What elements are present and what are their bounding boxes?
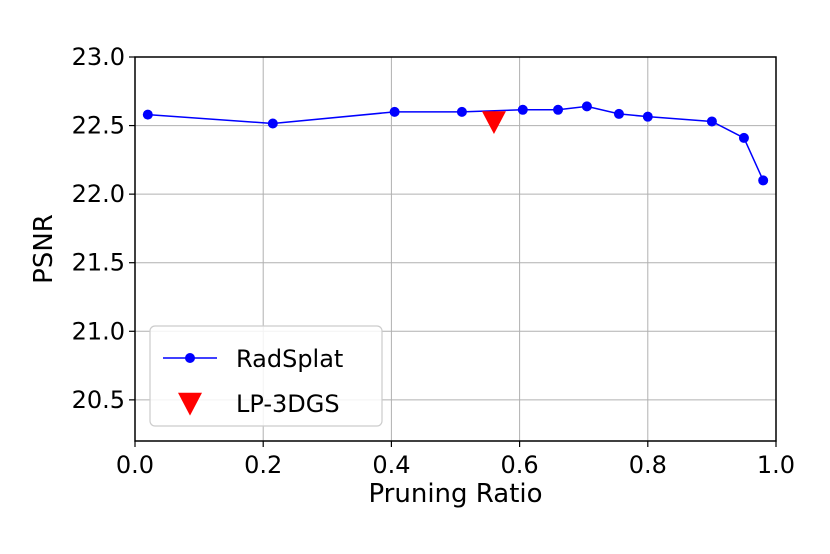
data-point: [758, 175, 769, 186]
legend-entry: LP-3DGS: [178, 390, 340, 418]
legend-box: [149, 325, 383, 427]
y-axis-label: PSNR: [29, 214, 59, 284]
data-point: [642, 111, 653, 122]
data-point: [456, 106, 467, 117]
x-tick-label: 1.0: [757, 451, 795, 479]
x-tick-label: 0.2: [244, 451, 282, 479]
series-lp-3dgs: [481, 111, 506, 135]
legend-marker: [185, 353, 195, 363]
y-tick-label: 21.5: [72, 249, 125, 277]
legend-marker: [178, 392, 202, 416]
data-point: [553, 104, 564, 115]
x-tick-label: 0.4: [372, 451, 410, 479]
plot-frame: [134, 56, 777, 442]
x-tick-label: 0.8: [629, 451, 667, 479]
ticks: 0.0 0.2 0.4 0.6 0.8 1.0 20.5 21.0 21.5 22.0 22.5 23…: [72, 43, 796, 479]
data-point: [389, 106, 400, 117]
x-tick-label: 0.0: [116, 451, 154, 479]
y-tick-label: 22.5: [72, 112, 125, 140]
x-axis-label: Pruning Ratio: [368, 479, 542, 509]
data-point: [142, 109, 153, 120]
legend: RadSplat LP-3DGS: [149, 325, 383, 427]
series-layer: [142, 101, 769, 186]
legend-label: LP-3DGS: [236, 390, 340, 418]
y-tick-label: 23.0: [72, 43, 125, 71]
x-tick-label: 0.6: [501, 451, 539, 479]
y-tick-label: 20.5: [72, 386, 125, 414]
y-tick-label: 22.0: [72, 180, 125, 208]
legend-entry: RadSplat: [163, 345, 343, 373]
data-point: [517, 104, 528, 115]
data-point: [706, 116, 717, 127]
series-radsplat: [142, 101, 769, 186]
data-point: [581, 101, 592, 112]
data-point: [481, 111, 506, 135]
data-point: [613, 108, 624, 119]
series-line: [147, 105, 764, 181]
data-point: [738, 132, 749, 143]
data-point: [267, 118, 278, 129]
y-tick-label: 21.0: [72, 317, 125, 345]
legend-label: RadSplat: [236, 345, 343, 373]
